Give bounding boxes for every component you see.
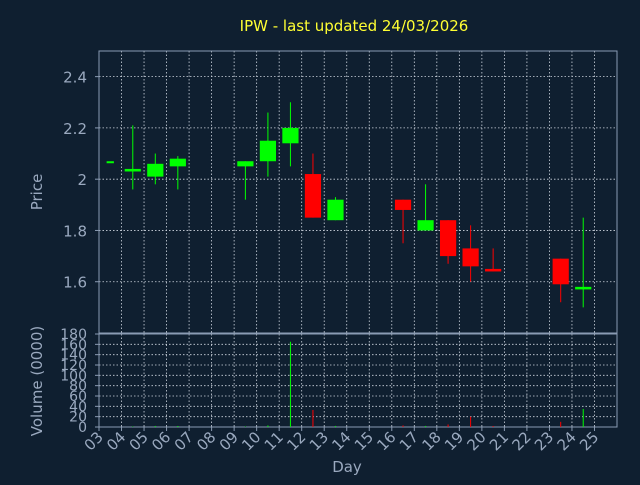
candle-body: [417, 220, 434, 231]
candle-body: [169, 158, 186, 167]
day-tick-labels: 0304050607080910111213141516171819202122…: [81, 427, 602, 454]
candle-24: [575, 217, 592, 308]
price-tick-label: 2.2: [63, 120, 87, 138]
price-tick-label: 1.6: [63, 274, 87, 292]
candle-body: [124, 168, 141, 172]
volume-tick-label: 80: [69, 379, 87, 395]
day-tick-label: 25: [576, 428, 602, 454]
candle-body: [394, 199, 412, 210]
candle-03: [106, 161, 114, 164]
candle-body: [147, 163, 164, 177]
candle-18: [439, 220, 457, 264]
day-axis-label: Day: [332, 458, 362, 476]
candle-04: [124, 125, 141, 190]
volume-tick-label: 140: [60, 348, 87, 364]
candle-body: [259, 140, 277, 162]
candle-05: [147, 153, 164, 185]
candle-10: [259, 112, 277, 177]
candle-06: [169, 156, 186, 190]
candle-body: [552, 258, 569, 285]
volume-tick-label: 20: [69, 410, 87, 426]
volume-tick-label: 100: [60, 368, 87, 384]
price-tick-label: 2.4: [63, 69, 87, 87]
volume-tick-label: 160: [60, 337, 87, 353]
volume-tick-label: 120: [60, 358, 87, 374]
volume-panel-frame: [98, 333, 618, 428]
volume-tick-label: 60: [69, 389, 87, 405]
candle-23: [552, 258, 569, 303]
price-panel: 1.6 1.8 2 2.2 2.4: [63, 50, 618, 334]
price-tick-label: 2: [77, 171, 87, 189]
candle-16: [394, 199, 412, 244]
volume-axis-label: Volume (0000): [28, 326, 46, 436]
candle-body: [575, 286, 592, 290]
price-panel-frame: [98, 50, 618, 334]
candle-body: [439, 220, 457, 257]
candle-19: [462, 225, 479, 282]
volume-tick-label: 180: [60, 327, 87, 343]
candle-body: [462, 248, 479, 267]
volume-tick-label: 0: [78, 420, 87, 436]
candle-12: [304, 153, 322, 218]
price-axis-label: Price: [28, 174, 46, 211]
chart-title: IPW - last updated 24/03/2026: [240, 17, 469, 35]
price-tick-label: 1.8: [63, 222, 87, 240]
candle-11: [282, 102, 299, 167]
candle-13: [327, 197, 344, 221]
candle-body: [237, 161, 254, 167]
candle-body: [485, 268, 502, 272]
candle-20: [485, 248, 502, 272]
volume-tick-label: 40: [69, 399, 87, 415]
candle-body: [304, 174, 322, 218]
candle-body: [282, 127, 299, 144]
candle-body: [106, 161, 114, 164]
candle-17: [417, 184, 434, 231]
candle-09: [237, 161, 254, 200]
candle-body: [327, 199, 344, 221]
